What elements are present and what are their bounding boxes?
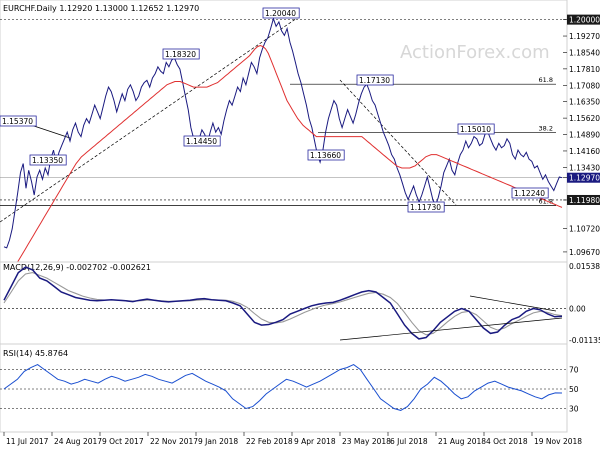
y-tick-label: 1.14890 xyxy=(569,131,600,140)
annotation-label: 1.17130 xyxy=(359,76,390,85)
rsi-y-tick-label: 70 xyxy=(569,366,579,375)
annotation-label: 1.13350 xyxy=(32,156,63,165)
x-tick-label: 23 May 2018 xyxy=(342,437,391,446)
x-tick-label: 11 Jul 2017 xyxy=(6,437,49,446)
moving-average-series xyxy=(3,44,563,286)
macd-panel-title: MACD(12,26,9) -0.002702 -0.002621 xyxy=(3,263,151,272)
x-tick-label: 9 Jan 2018 xyxy=(198,437,238,446)
annotation-label: 1.13660 xyxy=(310,151,341,160)
x-tick-label: 4 Oct 2018 xyxy=(486,437,528,446)
fib-level-label: 38.2 xyxy=(539,124,553,132)
y-tick-label: 1.10720 xyxy=(569,224,600,233)
annotation-box xyxy=(307,149,345,161)
y-tick-label: 1.14160 xyxy=(569,147,600,156)
annotation-label: 1.20040 xyxy=(265,9,296,18)
rsi-panel xyxy=(0,343,568,433)
annotation-label: 1.18320 xyxy=(165,50,196,59)
annotation-box xyxy=(511,187,549,199)
price-series xyxy=(3,17,563,249)
x-tick-label: 9 Oct 2017 xyxy=(102,437,144,446)
fib-level-label: 61.8 xyxy=(539,198,553,206)
x-tick-label: 24 Aug 2017 xyxy=(54,437,102,446)
rsi-y-tick-label: 30 xyxy=(569,405,579,414)
fib-level-label: 61.8 xyxy=(539,76,553,84)
y-tick-label: 1.16350 xyxy=(569,98,600,107)
annotation-box xyxy=(183,135,221,147)
x-tick-label: 22 Feb 2018 xyxy=(246,437,293,446)
y-tick-label: 1.19270 xyxy=(569,32,600,41)
annotation-label: 1.15370 xyxy=(2,117,33,126)
rsi-series xyxy=(3,364,563,411)
price-panel-title: EURCHF.Daily 1.12920 1.13000 1.12652 1.1… xyxy=(3,4,199,13)
annotation-box xyxy=(162,48,200,60)
y-tick-label: 1.15620 xyxy=(569,114,600,123)
x-tick-label: 9 Apr 2018 xyxy=(294,437,336,446)
x-tick-label: 6 Jul 2018 xyxy=(390,437,428,446)
x-tick-label: 21 Aug 2018 xyxy=(438,437,486,446)
macd-trendline xyxy=(339,317,563,341)
y-tick-label: 1.18540 xyxy=(569,48,600,57)
annotation-label: 1.12240 xyxy=(514,189,545,198)
annotation-box xyxy=(0,115,37,127)
x-tick-label: 22 Nov 2017 xyxy=(150,437,198,446)
annotation-box xyxy=(262,7,300,19)
y-tick-label: 1.12970 xyxy=(569,174,600,183)
y-tick-label: 1.09670 xyxy=(569,248,600,257)
rsi-panel-title: RSI(14) 45.8764 xyxy=(3,349,68,358)
macd-panel xyxy=(0,261,568,345)
macd-trendline xyxy=(469,295,557,312)
macd-y-tick-label: -0.011352 xyxy=(569,336,600,345)
annotation-box xyxy=(29,154,67,166)
y-tick-label: 1.13430 xyxy=(569,163,600,172)
rsi-y-tick-label: 50 xyxy=(569,385,579,394)
macd-y-tick-label: 0.00 xyxy=(569,305,586,314)
y-tick-box xyxy=(567,194,600,205)
y-tick-label: 1.11980 xyxy=(569,196,600,205)
trendline xyxy=(0,15,301,223)
annotation-box xyxy=(356,74,394,86)
macd-y-tick-label: 0.015385 xyxy=(569,262,600,271)
macd-series xyxy=(3,266,563,340)
annotation-box xyxy=(457,123,495,135)
annotation-label: 1.15010 xyxy=(460,125,491,134)
annotation-label: 1.14450 xyxy=(186,137,217,146)
x-tick-label: 19 Nov 2018 xyxy=(534,437,582,446)
annotation-box xyxy=(407,201,445,213)
y-tick-label: 1.20000 xyxy=(569,16,600,25)
trendline xyxy=(339,79,457,206)
y-tick-label: 1.17080 xyxy=(569,81,600,90)
y-tick-box xyxy=(567,14,600,25)
y-tick-box xyxy=(567,172,600,183)
watermark: ActionForex.com xyxy=(400,42,550,63)
y-tick-label: 1.17810 xyxy=(569,65,600,74)
annotation-label: 1.11730 xyxy=(410,203,441,212)
